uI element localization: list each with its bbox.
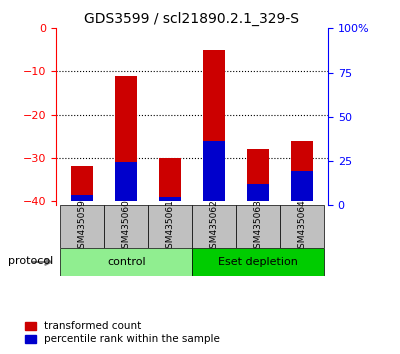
Text: GSM435059: GSM435059 <box>78 199 87 254</box>
Text: GSM435061: GSM435061 <box>166 199 174 254</box>
Text: protocol: protocol <box>8 256 53 266</box>
Bar <box>291 141 313 201</box>
Text: Eset depletion: Eset depletion <box>218 257 298 267</box>
Bar <box>280 205 324 248</box>
Text: GSM435060: GSM435060 <box>122 199 131 254</box>
Text: control: control <box>107 257 146 267</box>
Bar <box>291 171 313 201</box>
Bar <box>71 166 93 201</box>
Bar <box>71 195 93 201</box>
Bar <box>247 184 269 201</box>
Legend: transformed count, percentile rank within the sample: transformed count, percentile rank withi… <box>25 321 220 344</box>
Bar <box>192 248 324 276</box>
Bar <box>236 205 280 248</box>
Text: GSM435062: GSM435062 <box>210 199 218 254</box>
Bar <box>203 50 225 201</box>
Bar <box>159 158 181 201</box>
Bar <box>159 197 181 201</box>
Bar <box>148 205 192 248</box>
Bar <box>60 248 192 276</box>
Bar <box>115 76 137 201</box>
Bar <box>115 162 137 201</box>
Bar <box>104 205 148 248</box>
Text: GSM435063: GSM435063 <box>253 199 262 254</box>
Bar <box>203 141 225 201</box>
Title: GDS3599 / scl21890.2.1_329-S: GDS3599 / scl21890.2.1_329-S <box>84 12 300 26</box>
Bar <box>60 205 104 248</box>
Bar <box>192 205 236 248</box>
Bar <box>247 149 269 201</box>
Text: GSM435064: GSM435064 <box>297 199 306 254</box>
